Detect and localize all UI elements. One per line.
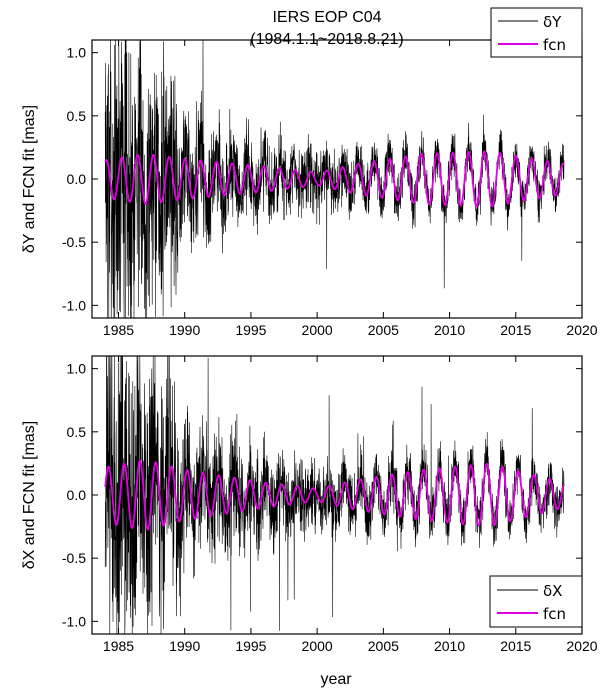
chart-title-line1: IERS EOP C04 xyxy=(272,9,381,26)
x-tick-label: 2010 xyxy=(434,322,465,338)
x-tick-label: 1990 xyxy=(169,322,200,338)
bottom-fcn-series xyxy=(104,459,565,531)
top-legend: δY fcn xyxy=(490,7,583,58)
bottom-legend: δX fcn xyxy=(489,575,583,628)
top-x-axis: 1985 1990 1995 2000 2005 2010 2015 2020 xyxy=(103,40,598,338)
y-tick-label: 0.0 xyxy=(67,171,87,187)
bottom-panel: 1.0 0.5 0.0 -0.5 -1.0 1985 1990 1995 2000 2005 20… xyxy=(21,355,598,688)
y-tick-label: -0.5 xyxy=(62,234,86,250)
y-tick-label: 0.5 xyxy=(67,108,87,124)
y-tick-label: 0.5 xyxy=(67,424,87,440)
top-panel: 1.0 0.5 0.0 -0.5 -1.0 1985 1990 1995 2000 2005 20… xyxy=(21,7,598,338)
x-tick-label: 1995 xyxy=(235,322,266,338)
y-tick-label: -1.0 xyxy=(62,613,86,629)
x-tick-label: 2010 xyxy=(434,638,465,654)
fcn-fit-line xyxy=(104,459,565,531)
x-tick-label: 2000 xyxy=(302,322,333,338)
y-tick-label: 1.0 xyxy=(67,45,87,61)
top-y-axis-label: δY and FCN fit [mas] xyxy=(21,105,38,253)
x-tick-label: 2015 xyxy=(500,638,531,654)
x-tick-label: 2020 xyxy=(566,638,597,654)
x-tick-label: 2000 xyxy=(302,638,333,654)
top-legend-box xyxy=(490,7,583,58)
y-tick-label: 0.0 xyxy=(67,487,87,503)
x-tick-label: 2005 xyxy=(368,638,399,654)
bottom-y-axis-label: δX and FCN fit [mas] xyxy=(21,421,38,570)
x-tick-label: 2015 xyxy=(500,322,531,338)
x-tick-label: 2005 xyxy=(368,322,399,338)
x-tick-label: 1990 xyxy=(169,638,200,654)
y-tick-label: -0.5 xyxy=(62,550,86,566)
x-tick-label: 1995 xyxy=(235,638,266,654)
top-y-axis: 1.0 0.5 0.0 -0.5 -1.0 xyxy=(62,45,582,313)
bottom-legend-fcn-label: fcn xyxy=(543,605,566,623)
y-tick-label: 1.0 xyxy=(67,361,87,377)
top-legend-fcn-label: fcn xyxy=(543,36,566,54)
x-axis-label: year xyxy=(320,671,352,688)
y-tick-label: -1.0 xyxy=(62,297,86,313)
bottom-legend-box xyxy=(489,575,583,628)
bottom-x-axis: 1985 1990 1995 2000 2005 2010 2015 2020 xyxy=(103,356,598,654)
fcn-fit-line xyxy=(104,150,565,208)
top-fcn-series xyxy=(104,150,565,208)
top-legend-dy-label: δY xyxy=(543,13,562,31)
x-tick-label: 1985 xyxy=(103,638,134,654)
x-tick-label: 1985 xyxy=(103,322,134,338)
bottom-legend-dx-label: δX xyxy=(543,582,562,600)
x-tick-label: 2020 xyxy=(566,322,597,338)
